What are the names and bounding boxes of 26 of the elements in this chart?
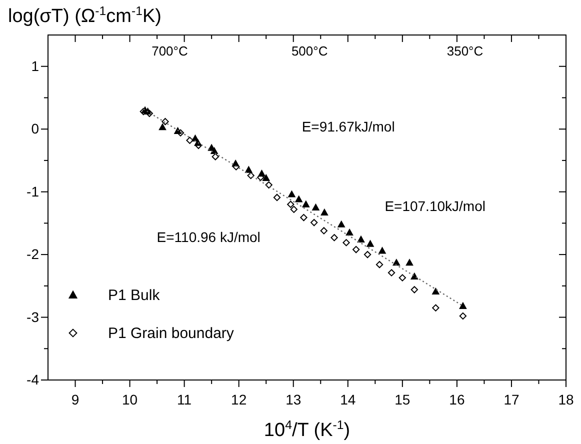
legend-label: P1 Bulk [108,287,160,304]
annotation: E=107.10kJ/mol [384,198,486,214]
annotation: 500°C [291,44,328,59]
annotation: 700°C [152,44,188,59]
annotation: 350°C [446,44,484,59]
y-tick-label: 1 [31,58,40,74]
x-tick-label: 12 [231,391,247,408]
x-tick-label: 13 [286,391,302,408]
y-tick-label: 0 [31,120,40,137]
x-tick-label: 17 [504,391,520,408]
y-tick-label: -1 [26,183,40,200]
annotation: E=91.67kJ/mol [302,118,395,135]
x-tick-label: 18 [558,391,574,408]
x-tick-label: 10 [122,391,138,408]
x-tick-label: 14 [340,391,356,408]
legend-label: P1 Grain boundary [108,325,234,342]
x-tick-label: 16 [449,391,465,408]
x-axis-title: 10$^{4}$/T (K$^{-1}$) [264,418,350,441]
annotation: E=110.96 kJ/mol [156,229,260,245]
y-tick-label: -3 [26,308,40,325]
y-tick-label: -4 [26,371,40,388]
x-tick-label: 9 [71,391,80,408]
y-tick-label: -2 [26,246,40,262]
y-axis-title: log(σT) (Ω$^{-1}$cm$^{-1}$K) [8,4,162,27]
x-tick-label: 15 [394,391,410,408]
x-tick-label: 11 [177,391,192,408]
